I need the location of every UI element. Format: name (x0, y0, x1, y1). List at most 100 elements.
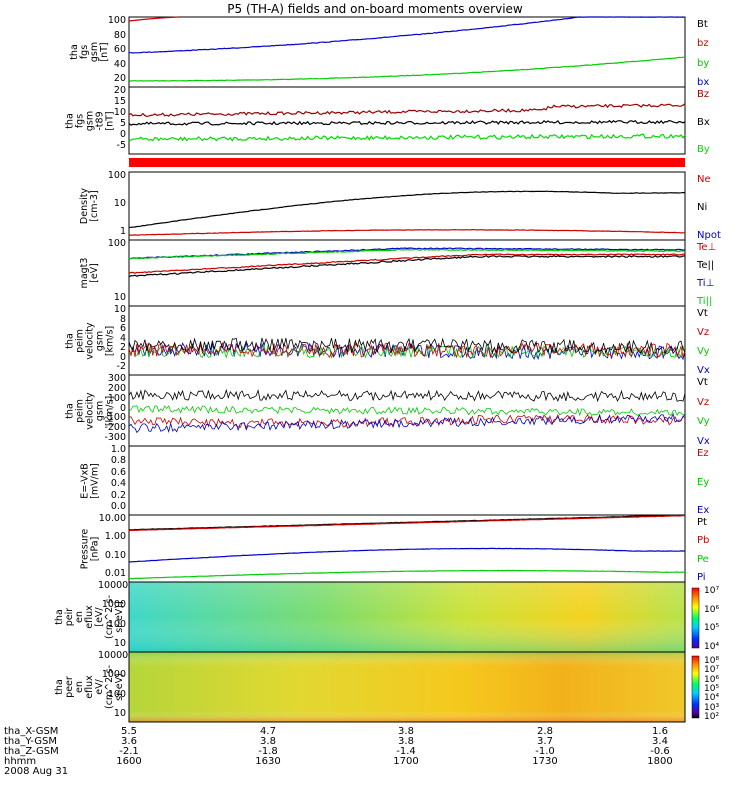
ytick-ion-spec: 1000 (101, 599, 126, 611)
ephemeris-value: 1630 (255, 756, 281, 767)
ylabel-temperature: magt3 [eV] (79, 240, 100, 306)
trace-bz (128, 16, 180, 22)
legend-velocity-small-item: Vx (697, 365, 710, 376)
date-label: 2008 Aug 31 (4, 766, 69, 777)
ytick-velocity-large: 200 (107, 382, 126, 394)
colorbar-tick-elec-spec: 10⁴ (704, 693, 720, 704)
ephemeris-value: 1800 (647, 756, 673, 767)
legend-density-item: Ni (697, 202, 708, 213)
ephemeris-value: 1730 (532, 756, 558, 767)
ylabel-line: peim (74, 328, 85, 353)
legend-density-item: Npot (697, 230, 721, 241)
trace-Bx-t89 (128, 119, 686, 126)
ytick-efield: 0.4 (110, 478, 126, 490)
ytick-velocity-small: 0 (119, 351, 126, 363)
ytick-velocity-small: 4 (119, 332, 126, 344)
ytick-temperature: 10 (113, 292, 126, 303)
ylabel-density: Density [cm-3] (79, 172, 100, 240)
trace-ti-par (128, 248, 686, 260)
legend-pressure-item: Pe (697, 553, 709, 565)
legend-density-item: Ne (697, 174, 711, 185)
ytick-velocity-large: -200 (104, 422, 126, 434)
colorbar-tick-elec-spec: 10⁵ (704, 684, 720, 694)
ytick-fgs-t89: 10 (113, 107, 126, 118)
colorbar-tick-elec-spec: 10⁶ (704, 674, 720, 685)
ytick-efield: 0.2 (110, 489, 126, 501)
ephemeris-value: 4.7 (260, 726, 276, 737)
legend-velocity-large-item: Vz (697, 396, 710, 408)
ytick-fgs-t89: 15 (113, 96, 126, 107)
ytick-efield: 1.0 (110, 444, 126, 455)
panel-frame-fgs-t89 (128, 86, 686, 155)
ytick-ion-spec: 10000 (98, 580, 129, 591)
ephemeris-value: 5.5 (121, 726, 137, 737)
chart-title: P5 (TH-A) fields and on-board moments ov… (227, 2, 523, 16)
colorbar-tick-ion-spec: 10⁷ (704, 586, 720, 596)
ytick-pressure: 1.00 (104, 531, 126, 543)
colorbar-tick-elec-spec: 10² (704, 712, 720, 722)
legend-temperature-item: Te|| (697, 260, 715, 271)
ephemeris-value: 3.8 (398, 726, 414, 737)
ephemeris-value: 1600 (116, 756, 142, 767)
ephemeris-value: -1.0 (535, 746, 555, 757)
ylabel-line: velocity (84, 321, 95, 360)
trace-vx (128, 412, 686, 434)
ion-spectrogram-shade (129, 582, 685, 652)
legend-pressure-item: Pt (697, 517, 707, 528)
trace-vt (128, 388, 686, 403)
ylabel-line: velocity (84, 391, 95, 430)
trace-pe (128, 569, 686, 580)
ytick-elec-spec: 10000 (98, 650, 129, 661)
ytick-fgs-t89: 5 (119, 118, 126, 129)
legend-temperature-item: Ti|| (697, 296, 713, 307)
ytick-efield: 0.0 (110, 501, 126, 512)
legend-pressure-item: Pb (697, 535, 710, 547)
ephemeris-label: hhmm (4, 756, 37, 767)
ytick-ion-spec: 100 (107, 618, 126, 630)
ylabel-line: tha (64, 402, 75, 419)
ephemeris-label: tha_X-GSM (4, 726, 59, 737)
legend-fgs-t89-item: Bz (697, 89, 710, 100)
ephemeris-value: 3.6 (121, 736, 137, 747)
colorbar-tick-elec-spec: 10⁷ (704, 665, 720, 676)
legend-velocity-large-item: Vy (697, 416, 710, 428)
trace-pb (128, 515, 685, 532)
legend-efield-item: Ey (697, 476, 710, 488)
ytick-temperature: 100 (107, 238, 126, 249)
colorbar-tick-ion-spec: 10⁶ (704, 604, 720, 615)
panel-frame-pressure (128, 514, 686, 583)
trace-vy-small (128, 344, 686, 359)
ytick-velocity-large: 100 (107, 392, 126, 404)
legend-temperature-item: Ti⊥ (697, 278, 715, 289)
ytick-velocity-large: -300 (104, 432, 126, 443)
legend-velocity-large-item: Vx (697, 436, 710, 447)
legend-fgs-t89-item: Bx (697, 116, 710, 128)
ytick-fgs-top: 100 (107, 15, 126, 26)
ytick-fgs-t89: 20 (113, 85, 126, 96)
ytick-velocity-small: 2 (119, 342, 126, 353)
trace-by (128, 56, 686, 82)
ephemeris-value: -1.8 (258, 746, 278, 757)
panel-frame-elec-spec (128, 651, 686, 723)
ylabel-line: gsm (84, 110, 95, 131)
ytick-fgs-t89: 0 (119, 129, 126, 140)
ytick-fgs-t89: -5 (116, 140, 126, 151)
ytick-velocity-large: -100 (104, 412, 126, 424)
ytick-pressure: 10.00 (98, 513, 126, 524)
colorbar-tick-ion-spec: 10⁵ (704, 623, 720, 634)
trace-By-t89 (128, 133, 686, 142)
panel-frame-velocity-small (128, 305, 686, 376)
ytick-fgs-top: 40 (113, 58, 126, 70)
legend-velocity-small-item: Vt (697, 308, 708, 319)
trace-ne (128, 228, 685, 236)
ylabel-line: tha (64, 332, 75, 349)
ytick-velocity-large: 300 (107, 373, 126, 384)
trace-te-par (128, 255, 685, 278)
red-status-bar (129, 158, 685, 167)
panel-frame-velocity-large (128, 374, 686, 447)
trace-Bz-t89 (128, 103, 686, 118)
colorbar-tick-elec-spec: 10³ (704, 702, 720, 713)
ytick-ion-spec: 10 (113, 638, 126, 649)
trace-te-perp (128, 253, 685, 274)
